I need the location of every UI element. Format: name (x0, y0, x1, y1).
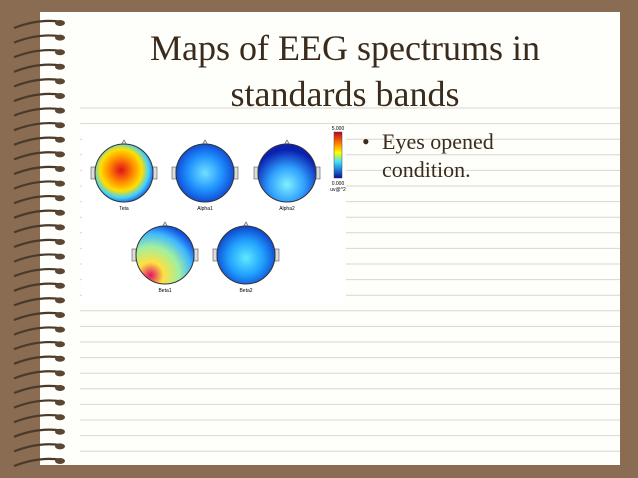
ear (212, 248, 218, 262)
map-label: Alpha1 (197, 206, 213, 212)
ring-hole (55, 355, 65, 362)
ring-hole (55, 443, 65, 450)
ring-hole (55, 297, 65, 304)
title: standards bands (231, 74, 460, 114)
ear (171, 166, 177, 180)
map-label: Beta2 (239, 288, 252, 294)
ring-hole (55, 370, 65, 377)
map-label: Alpha2 (279, 206, 295, 212)
spiral-binding (13, 19, 65, 468)
ring-hole (55, 151, 65, 158)
map-label: Beta1 (158, 288, 171, 294)
colorbar-max: 5.000 (332, 126, 345, 132)
colorbar-unit: uv@^2 (330, 187, 346, 193)
ring-hole (55, 282, 65, 289)
ring-hole (55, 312, 65, 318)
bullet-marker: • (362, 129, 370, 154)
ear (152, 166, 158, 180)
ear (315, 166, 321, 180)
ring-hole (55, 166, 65, 172)
ring-hole (55, 341, 65, 348)
bullet-text: condition. (382, 157, 471, 182)
ring-hole (55, 107, 65, 114)
ring-hole (55, 253, 65, 260)
ear (233, 166, 239, 180)
ear (90, 166, 96, 180)
ear (131, 248, 137, 262)
ring-hole (55, 63, 65, 70)
ring-hole (55, 399, 65, 406)
head-map (135, 225, 195, 285)
ring-hole (55, 49, 65, 56)
head-map (175, 143, 235, 203)
ear (193, 248, 199, 262)
head-map (94, 143, 154, 203)
eeg-maps: Teta Alpha1 Alpha2 Beta1 Beta2 (90, 139, 321, 294)
ring-hole (55, 239, 65, 245)
colorbar (333, 131, 343, 179)
map-label: Teta (119, 206, 129, 212)
ring-hole (55, 268, 65, 275)
ring-hole (55, 180, 65, 187)
ring-hole (55, 428, 65, 435)
bullet-text: Eyes opened (382, 129, 494, 154)
ring-hole (55, 136, 65, 143)
ring-hole (55, 34, 65, 41)
ring-hole (55, 458, 65, 464)
ring-hole (55, 414, 65, 421)
ring-hole (55, 224, 65, 231)
ring-hole (55, 122, 65, 129)
ring-hole (55, 78, 65, 85)
ring-hole (55, 93, 65, 99)
ring-hole (55, 326, 65, 333)
ear (253, 166, 259, 180)
ring-hole (55, 195, 65, 202)
head-map (257, 143, 317, 203)
ring-hole (55, 385, 65, 391)
colorbar-min: 0.000 (332, 181, 345, 187)
ring-hole (55, 209, 65, 216)
head-map (216, 225, 276, 285)
ear (274, 248, 280, 262)
ring-hole (55, 20, 65, 26)
title: Maps of EEG spectrums in (150, 28, 540, 68)
